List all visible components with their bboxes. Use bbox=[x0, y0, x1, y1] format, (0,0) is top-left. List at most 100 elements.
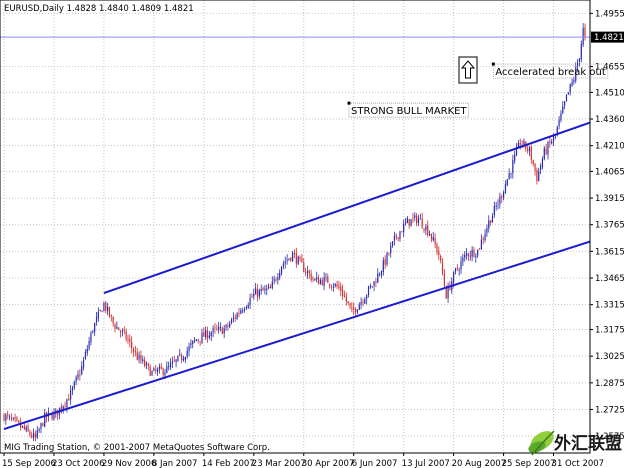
candle bbox=[212, 325, 214, 338]
candle bbox=[567, 92, 569, 95]
x-tick-label: 15 Sep 2006 bbox=[2, 459, 56, 468]
candle bbox=[125, 328, 127, 342]
candle bbox=[171, 356, 173, 369]
candle bbox=[436, 242, 438, 256]
candle bbox=[236, 312, 238, 320]
candle bbox=[508, 168, 510, 180]
candle bbox=[423, 228, 425, 233]
y-tick-label: 1.4510 bbox=[595, 88, 624, 98]
candle bbox=[551, 138, 553, 145]
candle bbox=[441, 258, 444, 276]
candle bbox=[425, 223, 427, 235]
candle bbox=[99, 309, 101, 312]
candle bbox=[155, 364, 157, 375]
candle bbox=[179, 348, 181, 357]
candle bbox=[238, 307, 240, 317]
candle bbox=[173, 355, 175, 363]
candle bbox=[29, 429, 31, 438]
candle bbox=[353, 302, 355, 316]
candle bbox=[210, 331, 212, 342]
price-tag-background bbox=[591, 31, 624, 43]
x-tick-label: 23 Mar 2007 bbox=[252, 459, 306, 468]
candle bbox=[21, 425, 24, 429]
channel-upper-line[interactable] bbox=[103, 121, 591, 295]
candle bbox=[92, 329, 94, 334]
candle bbox=[108, 306, 111, 318]
candle bbox=[90, 331, 92, 346]
candle bbox=[267, 283, 270, 290]
candle bbox=[208, 330, 210, 340]
candle bbox=[454, 267, 457, 275]
candle bbox=[512, 154, 514, 179]
candle bbox=[462, 253, 464, 267]
candle bbox=[273, 275, 275, 285]
candle bbox=[269, 283, 272, 289]
candle bbox=[214, 323, 216, 334]
candle bbox=[293, 249, 296, 259]
candle bbox=[158, 363, 161, 374]
candle bbox=[221, 326, 223, 335]
candle bbox=[362, 298, 364, 307]
candle bbox=[147, 362, 149, 371]
annotation[interactable]: STRONG BULL MARKET bbox=[347, 101, 469, 118]
candle bbox=[484, 229, 486, 243]
candle bbox=[440, 254, 442, 264]
current-price-tag: 1.4821 bbox=[591, 31, 624, 43]
y-tick-label: 1.4065 bbox=[595, 167, 624, 177]
candle bbox=[356, 309, 359, 315]
candle bbox=[31, 431, 33, 439]
candle bbox=[480, 234, 482, 251]
candle bbox=[271, 276, 273, 290]
candle bbox=[571, 78, 573, 88]
candle bbox=[10, 413, 13, 422]
candle bbox=[292, 250, 294, 262]
candle bbox=[81, 361, 83, 376]
candle bbox=[301, 253, 303, 263]
candle bbox=[266, 284, 268, 296]
candle bbox=[532, 159, 534, 167]
up-arrow-icon[interactable] bbox=[458, 56, 478, 84]
candle bbox=[308, 269, 310, 279]
x-tick-label: 31 Oct 2007 bbox=[552, 459, 605, 468]
candle bbox=[338, 280, 340, 291]
annotation-label: Accelerated break out bbox=[495, 67, 606, 78]
candle bbox=[575, 62, 577, 84]
candle bbox=[7, 410, 9, 420]
candle bbox=[434, 233, 436, 249]
candle bbox=[388, 252, 390, 256]
candle bbox=[258, 288, 260, 300]
grid-layer bbox=[0, 0, 590, 453]
candle bbox=[182, 355, 185, 362]
candle bbox=[560, 110, 562, 123]
candle bbox=[403, 219, 405, 237]
candle bbox=[332, 282, 334, 292]
candle bbox=[245, 305, 247, 310]
candle bbox=[264, 285, 266, 295]
y-tick-label: 1.3315 bbox=[595, 301, 624, 311]
candle bbox=[71, 385, 74, 395]
candle bbox=[380, 270, 383, 279]
candle bbox=[110, 314, 112, 322]
candle bbox=[218, 322, 220, 334]
candle bbox=[565, 94, 568, 102]
candle bbox=[491, 213, 494, 223]
candle bbox=[134, 345, 136, 357]
candle bbox=[77, 370, 79, 381]
candle bbox=[351, 302, 353, 313]
candle bbox=[197, 338, 199, 344]
candle bbox=[501, 194, 503, 204]
candle bbox=[330, 284, 333, 291]
candle bbox=[177, 355, 179, 363]
y-tick-label: 1.4955 bbox=[595, 9, 624, 19]
candle bbox=[118, 327, 120, 331]
annotation[interactable]: Accelerated break out bbox=[491, 62, 609, 79]
candle bbox=[539, 163, 542, 175]
candle bbox=[205, 326, 207, 340]
candle bbox=[103, 301, 105, 312]
candle bbox=[377, 268, 379, 284]
candle bbox=[582, 23, 584, 47]
candle bbox=[184, 356, 186, 364]
channel-lower-line[interactable] bbox=[3, 240, 591, 430]
